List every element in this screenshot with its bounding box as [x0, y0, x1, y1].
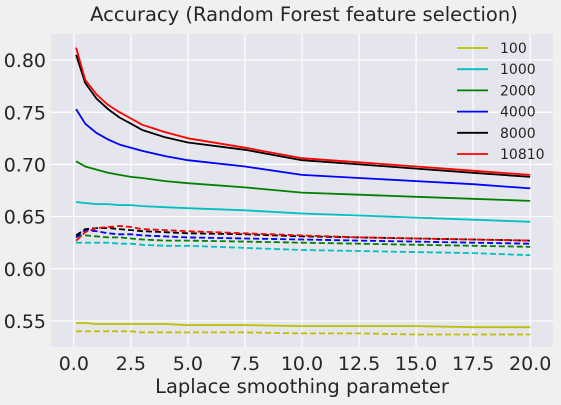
legend-label: 100	[500, 41, 527, 57]
series-line	[76, 201, 531, 223]
x-tick-label: 17.5	[452, 353, 494, 375]
x-tick-label: 15.0	[395, 353, 437, 375]
x-tick-label: 0.0	[59, 353, 89, 375]
legend-label: 8000	[500, 126, 536, 142]
series-line	[75, 47, 531, 176]
y-tick-label: 0.65	[4, 207, 46, 229]
dashed-series-line	[75, 229, 531, 245]
x-tick-label: 7.5	[230, 353, 260, 375]
y-axis-ticks: 0.55 0.60 0.65 0.70 0.75 0.80	[4, 50, 46, 333]
x-tick-label: 10.0	[281, 353, 323, 375]
series-line	[75, 108, 531, 190]
x-tick-label: 2.5	[116, 353, 146, 375]
grid	[51, 34, 553, 347]
legend-label: 4000	[500, 105, 536, 121]
y-tick-label: 0.60	[4, 259, 46, 281]
legend: 100 1000 2000 4000 8000 10810	[457, 41, 545, 163]
x-tick-label: 12.5	[338, 353, 380, 375]
x-tick-label: 5.0	[173, 353, 203, 375]
chart-title: Accuracy (Random Forest feature selectio…	[90, 3, 518, 26]
series-line	[75, 160, 531, 202]
x-axis-label: Laplace smoothing parameter	[155, 375, 450, 398]
dashed-series-line	[75, 225, 531, 242]
legend-label: 2000	[500, 83, 536, 99]
dashed-series-line	[75, 227, 531, 242]
y-tick-label: 0.80	[4, 50, 46, 72]
legend-label: 1000	[500, 62, 536, 78]
legend-label: 10810	[500, 147, 545, 163]
y-tick-label: 0.75	[4, 102, 46, 124]
x-tick-label: 20.0	[509, 353, 551, 375]
series-line	[75, 54, 531, 178]
x-axis-ticks: 0.0 2.5 5.0 7.5 10.0 12.5 15.0 17.5 20.0	[59, 353, 552, 375]
y-tick-label: 0.70	[4, 154, 46, 176]
y-tick-label: 0.55	[4, 311, 46, 333]
series-lines	[75, 47, 531, 336]
series-line	[76, 322, 531, 329]
